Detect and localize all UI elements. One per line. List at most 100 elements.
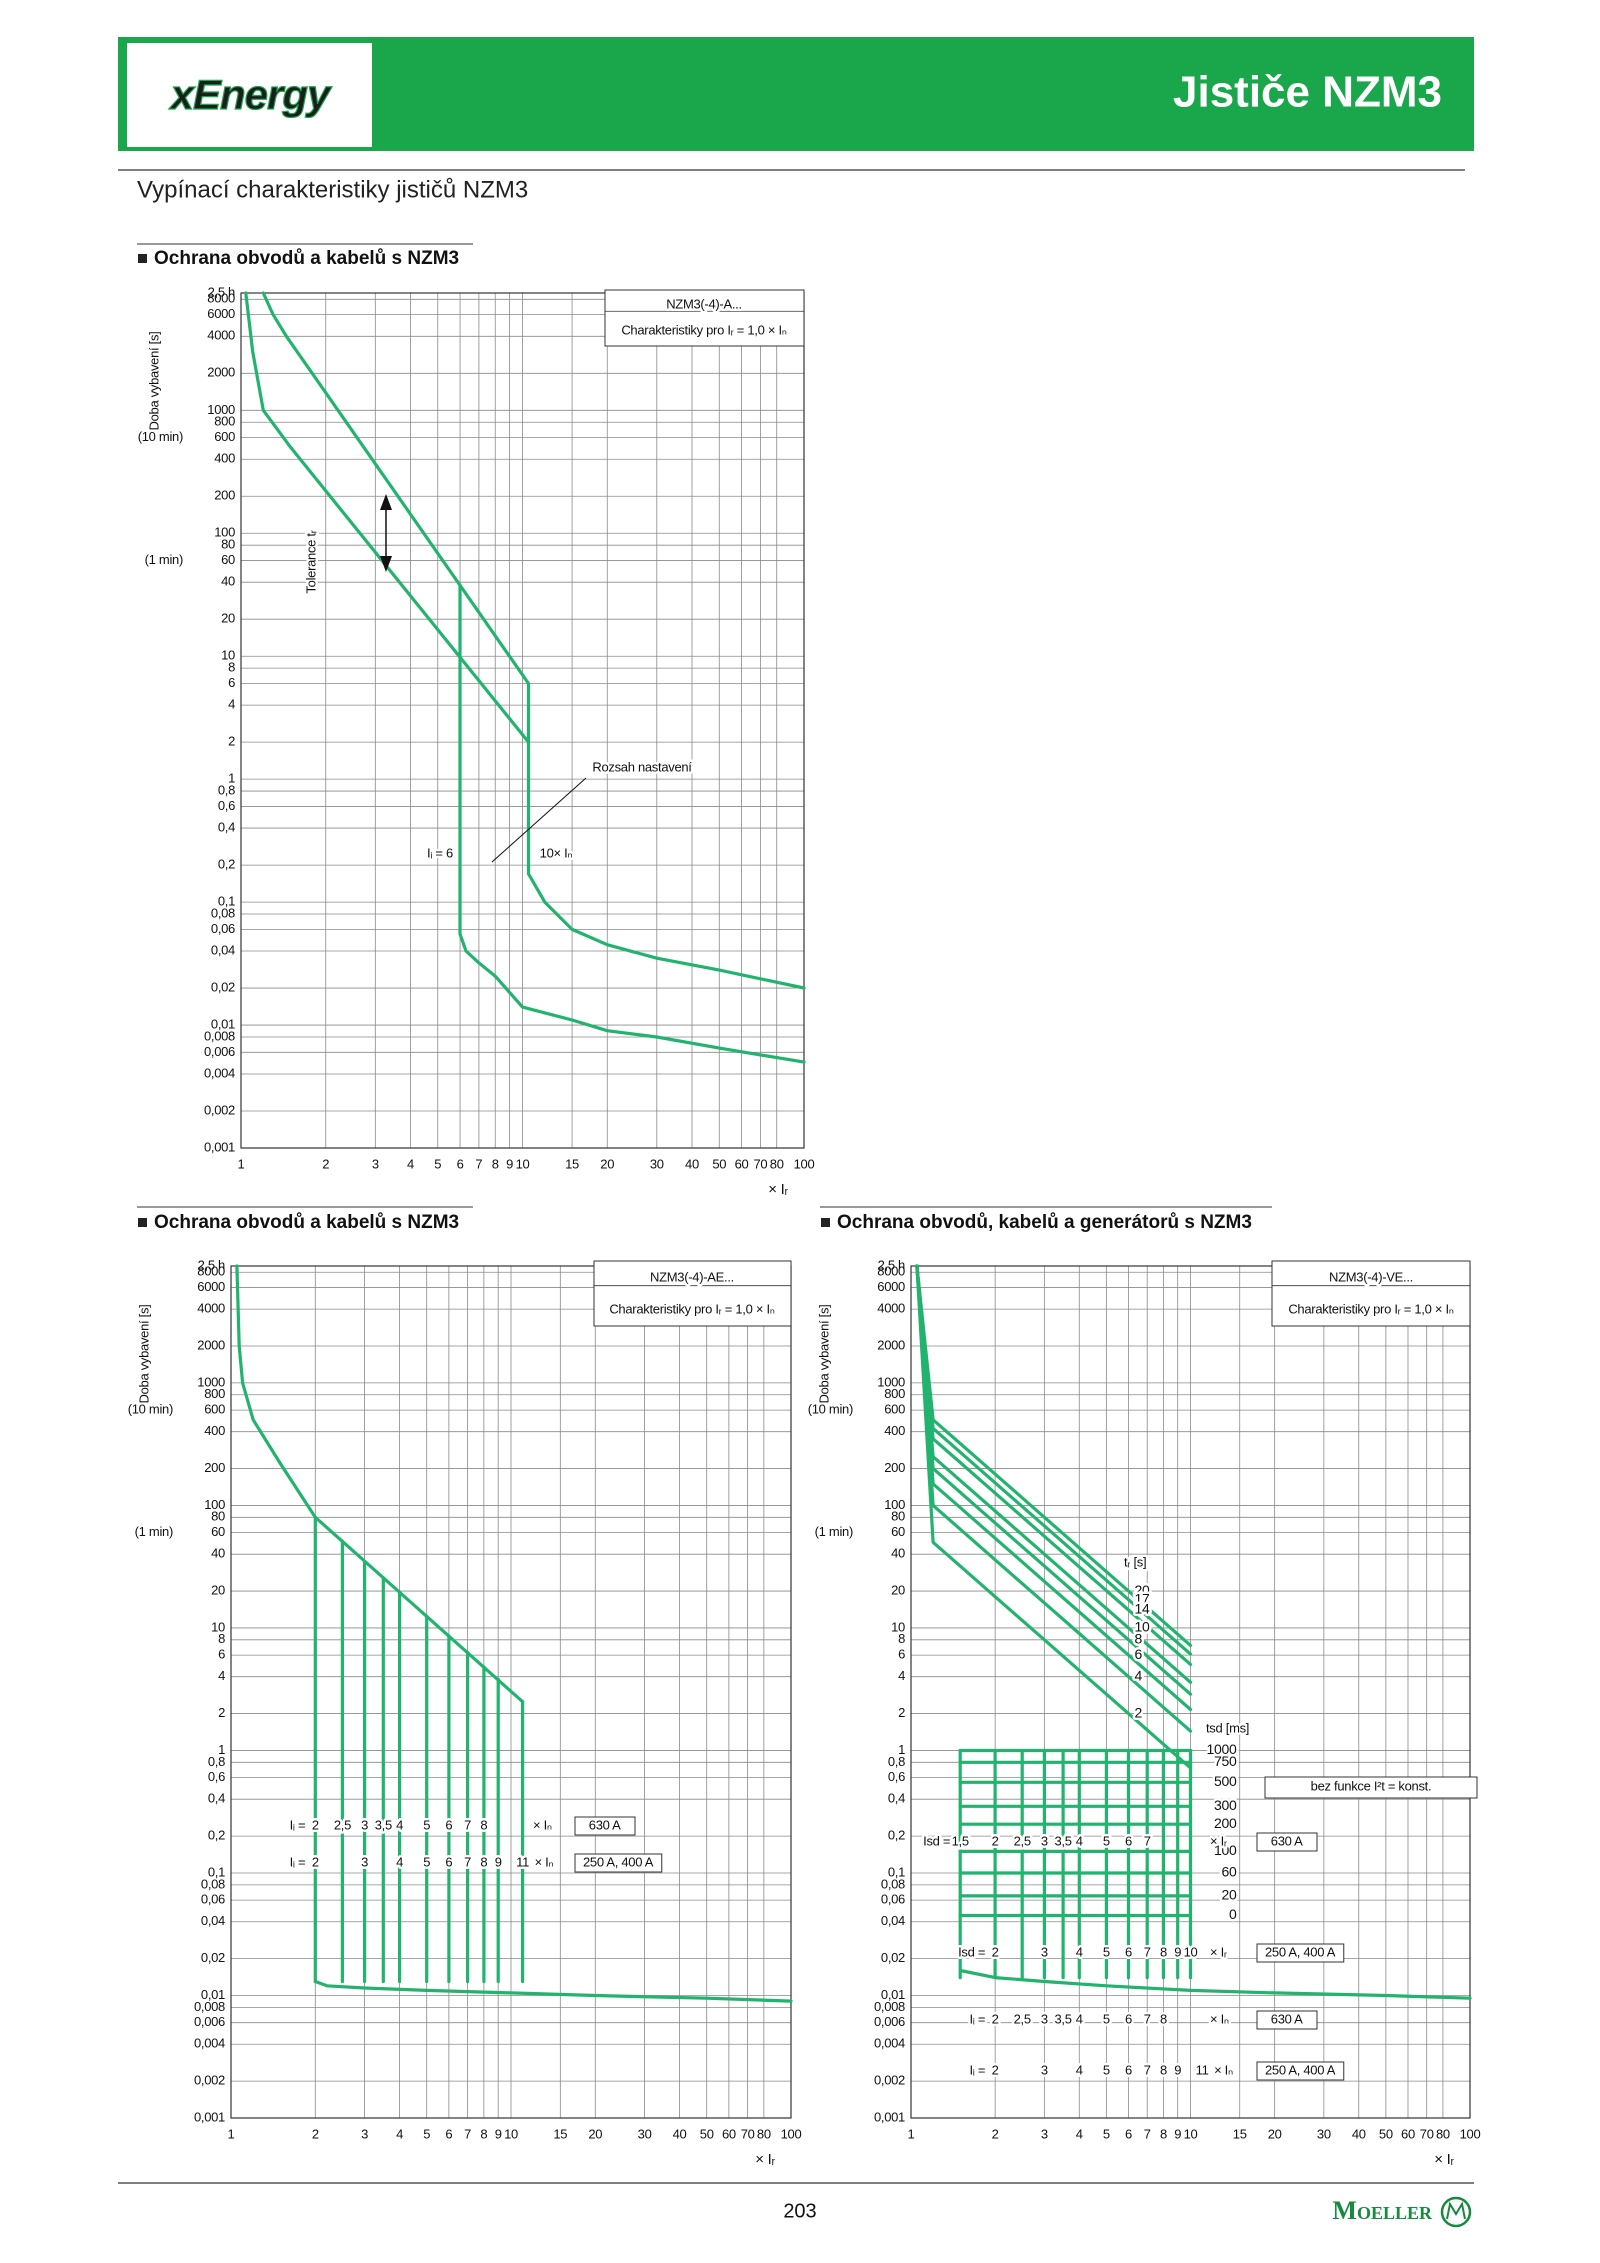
trip-curve — [915, 1264, 1193, 1666]
y-tick-label: 4000 — [197, 1301, 225, 1316]
x-tick-label: 4 — [1076, 2126, 1083, 2141]
setting-value: 6 — [1125, 2062, 1132, 2077]
setting-value: 11 — [516, 1854, 529, 1869]
setting-value: 4 — [1076, 2011, 1083, 2026]
x-tick-label: 60 — [722, 2126, 736, 2141]
y-tick-label: 0,08 — [881, 1876, 905, 1891]
setting-value: 3,5 — [375, 1817, 392, 1832]
setting-value: 5 — [1103, 1833, 1110, 1848]
x-tick-label: 3 — [372, 1156, 379, 1171]
footer-logo-mark — [1446, 2201, 1466, 2220]
x-tick-label: 80 — [770, 1156, 784, 1171]
page-number: 203 — [783, 2200, 816, 2222]
x-tick-label: 40 — [673, 2126, 687, 2141]
setting-value: 5 — [423, 1817, 430, 1832]
x-tick-label: 1 — [228, 2126, 235, 2141]
setting-label: Iᵢ = — [290, 1817, 306, 1832]
y-tick-label: 0,002 — [194, 2073, 225, 2088]
annotation: NZM3(-4)-AE... — [650, 1269, 734, 1284]
y-tick-label: 0,008 — [204, 1028, 235, 1043]
footer-brand: Moeller — [1332, 2196, 1433, 2225]
setting-value: 4 — [1076, 1944, 1083, 1959]
setting-value: 5 — [423, 1854, 430, 1869]
setting-value: 2 — [312, 1817, 319, 1832]
x-tick-label: 20 — [588, 2126, 602, 2141]
y-tick-label: 1000 — [877, 1374, 905, 1389]
y-tick-label: 600 — [214, 429, 235, 444]
x-tick-label: 4 — [396, 2126, 403, 2141]
x-tick-label: 100 — [1460, 2126, 1481, 2141]
y-tick-label: 800 — [214, 414, 235, 429]
setting-value: 8 — [1160, 1944, 1167, 1959]
x-tick-label: 5 — [434, 1156, 441, 1171]
y-tick-label: 0,04 — [211, 942, 235, 957]
y-tick-label: 2,5 h — [198, 1257, 225, 1272]
y-tick-label: 0,8 — [218, 783, 235, 798]
setting-value: 4 — [1076, 2062, 1083, 2077]
y-tick-label: 4000 — [207, 328, 235, 343]
x-tick-label: 20 — [1268, 2126, 1282, 2141]
y-tick-label: 0,006 — [874, 2014, 905, 2029]
tr-label: 4 — [1134, 1667, 1142, 1683]
trip-curve — [958, 1968, 1472, 2000]
y-tick-label: 0,2 — [218, 857, 235, 872]
y-tick-label: 80 — [211, 1509, 225, 1524]
y-tick-label: 0,004 — [194, 2036, 225, 2051]
y-tick-label: 0,06 — [211, 921, 235, 936]
tr-label: 20 — [1134, 1582, 1149, 1598]
x-tick-label: 9 — [495, 2126, 502, 2141]
y-tick-label: 0,01 — [881, 1987, 905, 2002]
y-tick-note: (1 min) — [815, 1524, 853, 1539]
setting-value: 3 — [361, 1854, 368, 1869]
y-tick-label: 0,02 — [201, 1950, 225, 1965]
section-title: Ochrana obvodů, kabelů a generátorů s NZ… — [837, 1212, 1252, 1233]
setting-value: 3 — [1041, 2062, 1048, 2077]
x-tick-label: 15 — [1233, 2126, 1247, 2141]
y-tick-note: (10 min) — [128, 1402, 173, 1417]
annotation: tᵣ [s] — [1124, 1554, 1146, 1569]
y-tick-note: (10 min) — [138, 429, 183, 444]
annotation: bez funkce I²t = konst. — [1311, 1778, 1432, 1793]
trip-curve — [915, 1264, 1193, 1684]
setting-value: 2 — [312, 1854, 319, 1869]
model-box — [593, 1260, 792, 1327]
trip-curve — [915, 1264, 1193, 1696]
y-tick-label: 0,6 — [208, 1769, 225, 1784]
tsd-label: 1000 — [1207, 1741, 1237, 1757]
y-tick-label: 80 — [221, 537, 235, 552]
tsd-label: 500 — [1214, 1773, 1237, 1789]
setting-value: 6 — [1125, 2011, 1132, 2026]
setting-value: 9 — [495, 1854, 502, 1869]
x-tick-label: 15 — [565, 1156, 579, 1171]
x-tick-label: 4 — [407, 1156, 414, 1171]
y-tick-label: 4 — [228, 697, 235, 712]
x-tick-label: 2 — [322, 1156, 329, 1171]
annotation: NZM3(-4)-A... — [666, 296, 742, 311]
y-tick-label: 0,002 — [204, 1102, 235, 1117]
x-tick-label: 3 — [1041, 2126, 1048, 2141]
y-tick-label: 6 — [218, 1647, 225, 1662]
y-tick-label: 0,1 — [888, 1864, 905, 1879]
setting-value: 7 — [1144, 2011, 1151, 2026]
y-tick-label: 0,8 — [888, 1754, 905, 1769]
y-tick-label: 1 — [218, 1742, 225, 1757]
y-tick-label: 0,004 — [874, 2036, 905, 2051]
y-tick-label: 0,2 — [888, 1828, 905, 1843]
setting-value: 6 — [445, 1854, 452, 1869]
y-tick-label: 0,02 — [211, 979, 235, 994]
tsd-label: 0 — [1229, 1906, 1237, 1922]
y-tick-label: 8 — [218, 1631, 225, 1646]
bullet — [821, 1218, 830, 1227]
setting-value: 4 — [1076, 1833, 1083, 1848]
x-tick-label: 60 — [1401, 2126, 1415, 2141]
x-tick-label: 80 — [1436, 2126, 1450, 2141]
rating: 250 A, 400 A — [583, 1854, 654, 1869]
y-tick-label: 2000 — [197, 1337, 225, 1352]
y-tick-label: 8000 — [197, 1264, 225, 1279]
rating: 250 A, 400 A — [1265, 1944, 1336, 1959]
y-tick-label: 800 — [204, 1386, 225, 1401]
y-tick-label: 0,02 — [881, 1950, 905, 1965]
setting-value: 6 — [1125, 1833, 1132, 1848]
y-tick-label: 6000 — [877, 1279, 905, 1294]
x-axis-label: × Iᵣ — [1434, 2151, 1454, 2168]
